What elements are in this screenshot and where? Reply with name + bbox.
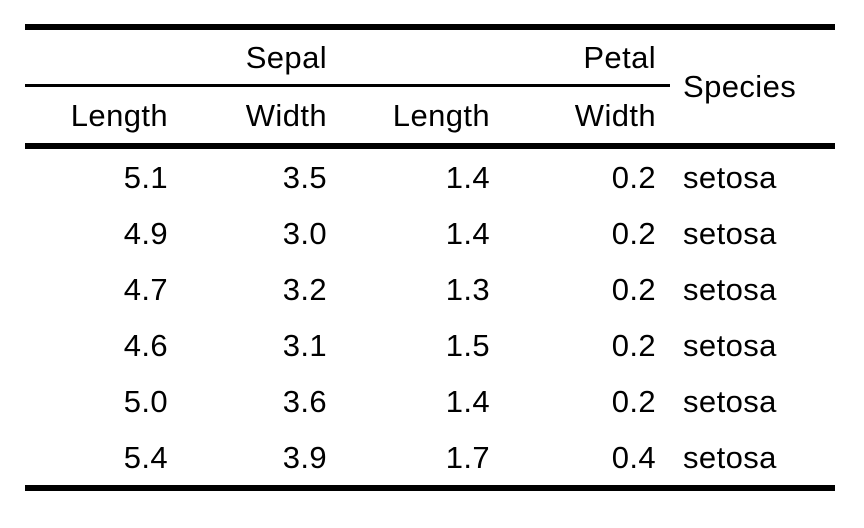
table-row: 5.0 3.6 1.4 0.2 setosa xyxy=(25,373,835,429)
cell-sepal-width: 3.2 xyxy=(282,271,328,307)
column-group-sepal-label: Sepal xyxy=(245,39,328,75)
cell-species: setosa xyxy=(683,383,777,419)
column-header-sepal-length: Length xyxy=(25,85,182,149)
cell-petal-width: 0.4 xyxy=(504,429,671,491)
table-header-row-columns: Length Width Length Width xyxy=(25,85,835,149)
cell-species: setosa xyxy=(683,327,777,363)
cell-sepal-length: 4.9 xyxy=(123,215,168,251)
cell-species: setosa xyxy=(670,429,836,491)
column-header-petal-length: Length xyxy=(341,85,505,149)
cell-petal-width: 0.2 xyxy=(611,215,657,251)
column-group-petal: Petal xyxy=(341,24,671,87)
cell-petal-width: 0.2 xyxy=(611,383,657,419)
cell-sepal-length: 4.6 xyxy=(123,327,168,363)
cell-sepal-length: 5.4 xyxy=(25,429,182,491)
cell-petal-width: 0.2 xyxy=(611,271,657,307)
cell-petal-length: 1.3 xyxy=(445,271,491,307)
cell-petal-length: 1.4 xyxy=(445,383,491,419)
table-row: 5.4 3.9 1.7 0.4 setosa xyxy=(25,429,836,491)
column-header-sepal-width: Width xyxy=(182,85,342,149)
iris-table: Sepal Petal Species Length Width Length … xyxy=(25,24,836,491)
cell-sepal-width: 3.0 xyxy=(282,215,328,251)
cell-sepal-width: 3.5 xyxy=(282,159,328,195)
table-row: 5.1 3.5 1.4 0.2 setosa xyxy=(25,146,835,205)
cell-sepal-width: 3.9 xyxy=(182,429,342,491)
table-row: 4.9 3.0 1.4 0.2 setosa xyxy=(25,205,835,261)
cell-species: setosa xyxy=(683,215,777,251)
table-header-row-spanners: Sepal Petal Species xyxy=(25,24,836,149)
table-row: 4.6 3.1 1.5 0.2 setosa xyxy=(25,317,835,373)
cell-species: setosa xyxy=(683,271,777,307)
cell-sepal-width: 3.1 xyxy=(282,327,328,363)
cell-petal-length: 1.7 xyxy=(341,429,505,491)
column-group-petal-label: Petal xyxy=(583,39,657,75)
column-group-sepal: Sepal xyxy=(25,24,342,87)
table-header: Sepal Petal Species Length Width Length … xyxy=(25,24,836,149)
cell-petal-length: 1.4 xyxy=(445,159,491,195)
cell-petal-length: 1.4 xyxy=(445,215,491,251)
cell-sepal-width: 3.6 xyxy=(282,383,328,419)
table-row: 4.7 3.2 1.3 0.2 setosa xyxy=(25,261,835,317)
cell-petal-length: 1.5 xyxy=(445,327,491,363)
cell-sepal-length: 5.0 xyxy=(123,383,168,419)
column-header-petal-width: Width xyxy=(504,85,671,149)
cell-sepal-length: 4.7 xyxy=(123,271,168,307)
cell-petal-width: 0.2 xyxy=(611,159,657,195)
table-body: 5.1 3.5 1.4 0.2 setosa 4.9 3.0 1.4 0.2 s… xyxy=(25,146,836,491)
cell-sepal-length: 5.1 xyxy=(123,159,168,195)
cell-petal-width: 0.2 xyxy=(611,327,657,363)
cell-species: setosa xyxy=(683,159,777,195)
column-header-species: Species xyxy=(670,24,836,149)
